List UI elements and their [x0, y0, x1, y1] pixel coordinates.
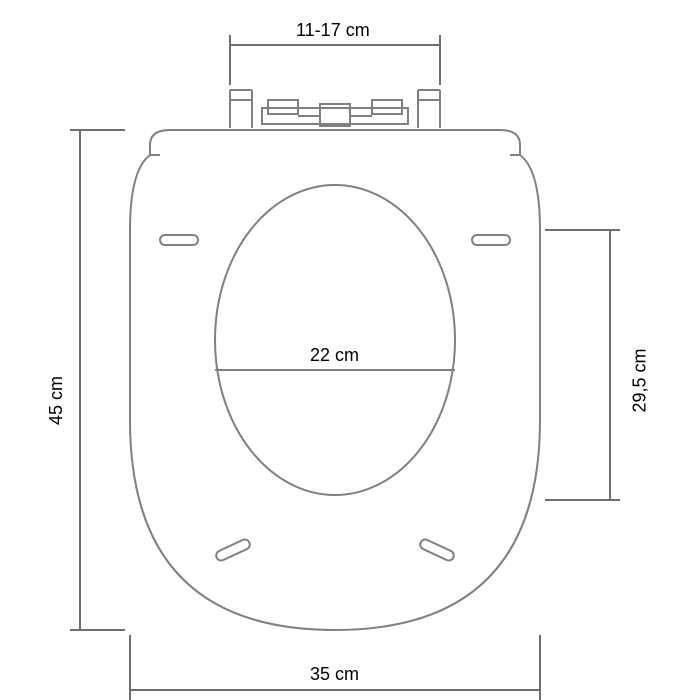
- label-total-height: 45 cm: [46, 376, 67, 425]
- label-hinge-width: 11-17 cm: [296, 20, 370, 41]
- bumper-top-left: [160, 235, 198, 245]
- seat-inner-opening: [215, 185, 455, 495]
- bumper-bot-left: [215, 538, 252, 562]
- bumper-bot-right: [419, 538, 456, 562]
- label-inner-height: 29,5 cm: [630, 348, 651, 412]
- label-total-width: 35 cm: [310, 664, 359, 685]
- seat-outer-outline: [130, 130, 540, 630]
- label-inner-width: 22 cm: [310, 345, 359, 366]
- diagram-canvas: 11-17 cm 45 cm 29,5 cm 22 cm 35 cm: [0, 0, 700, 700]
- bumper-top-right: [472, 235, 510, 245]
- hinge-assembly: [230, 90, 440, 128]
